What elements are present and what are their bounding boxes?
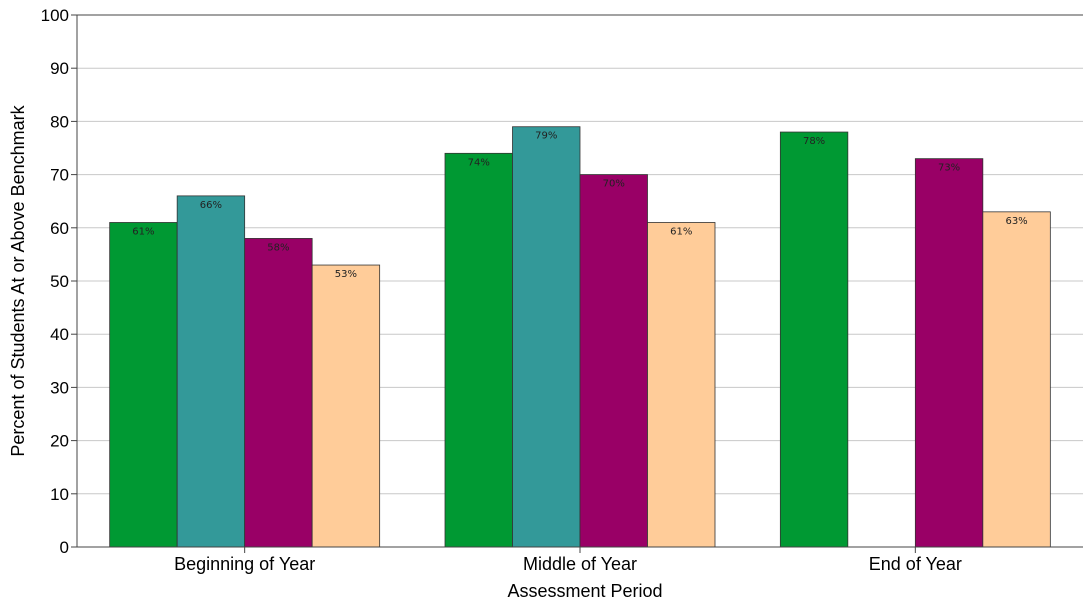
y-tick-label: 70 [50,166,69,185]
bar [176,195,246,548]
data-label: 61% [670,226,692,237]
data-label: 61% [132,226,154,237]
bar [244,238,313,548]
data-label: 79% [535,131,557,142]
y-axis-title: Percent of Students At or Above Benchmar… [8,104,28,456]
x-tick-label: Beginning of Year [174,554,315,574]
y-tick-label: 20 [50,432,69,451]
y-tick-label: 100 [41,6,69,25]
y-tick-label: 80 [50,112,69,131]
y-tick-label: 10 [50,485,69,504]
y-tick-label: 0 [60,538,69,557]
bar [914,158,984,548]
data-labels: 61% 66% 58% 53% 74% 79% 70% 61% 78% 73% 63% [132,131,1027,280]
x-tick-label: End of Year [869,554,962,574]
data-label: 58% [267,242,289,253]
bar [647,222,716,548]
data-label: 63% [1005,216,1027,227]
x-axis-title: Assessment Period [507,581,662,601]
bar [444,152,513,548]
data-label: 66% [200,200,222,211]
bars [109,126,1051,548]
data-label: 73% [938,163,960,174]
bar [512,126,581,548]
bar [109,222,178,548]
data-label: 70% [603,179,625,190]
y-tick-label: 90 [50,59,69,78]
bar [982,211,1051,548]
y-tick-label: 40 [50,325,69,344]
axes: 0 10 20 30 40 50 60 70 80 90 100 Beginning of Year M… [41,6,1083,574]
y-tick-label: 50 [50,272,69,291]
x-tick-label: Middle of Year [523,554,637,574]
data-label: 78% [803,136,825,147]
y-tick-label: 30 [50,378,69,397]
bar [779,131,849,548]
data-label: 53% [335,269,357,280]
bar [579,174,648,548]
y-tick-label: 60 [50,219,69,238]
bar [311,264,381,548]
data-label: 74% [468,157,490,168]
